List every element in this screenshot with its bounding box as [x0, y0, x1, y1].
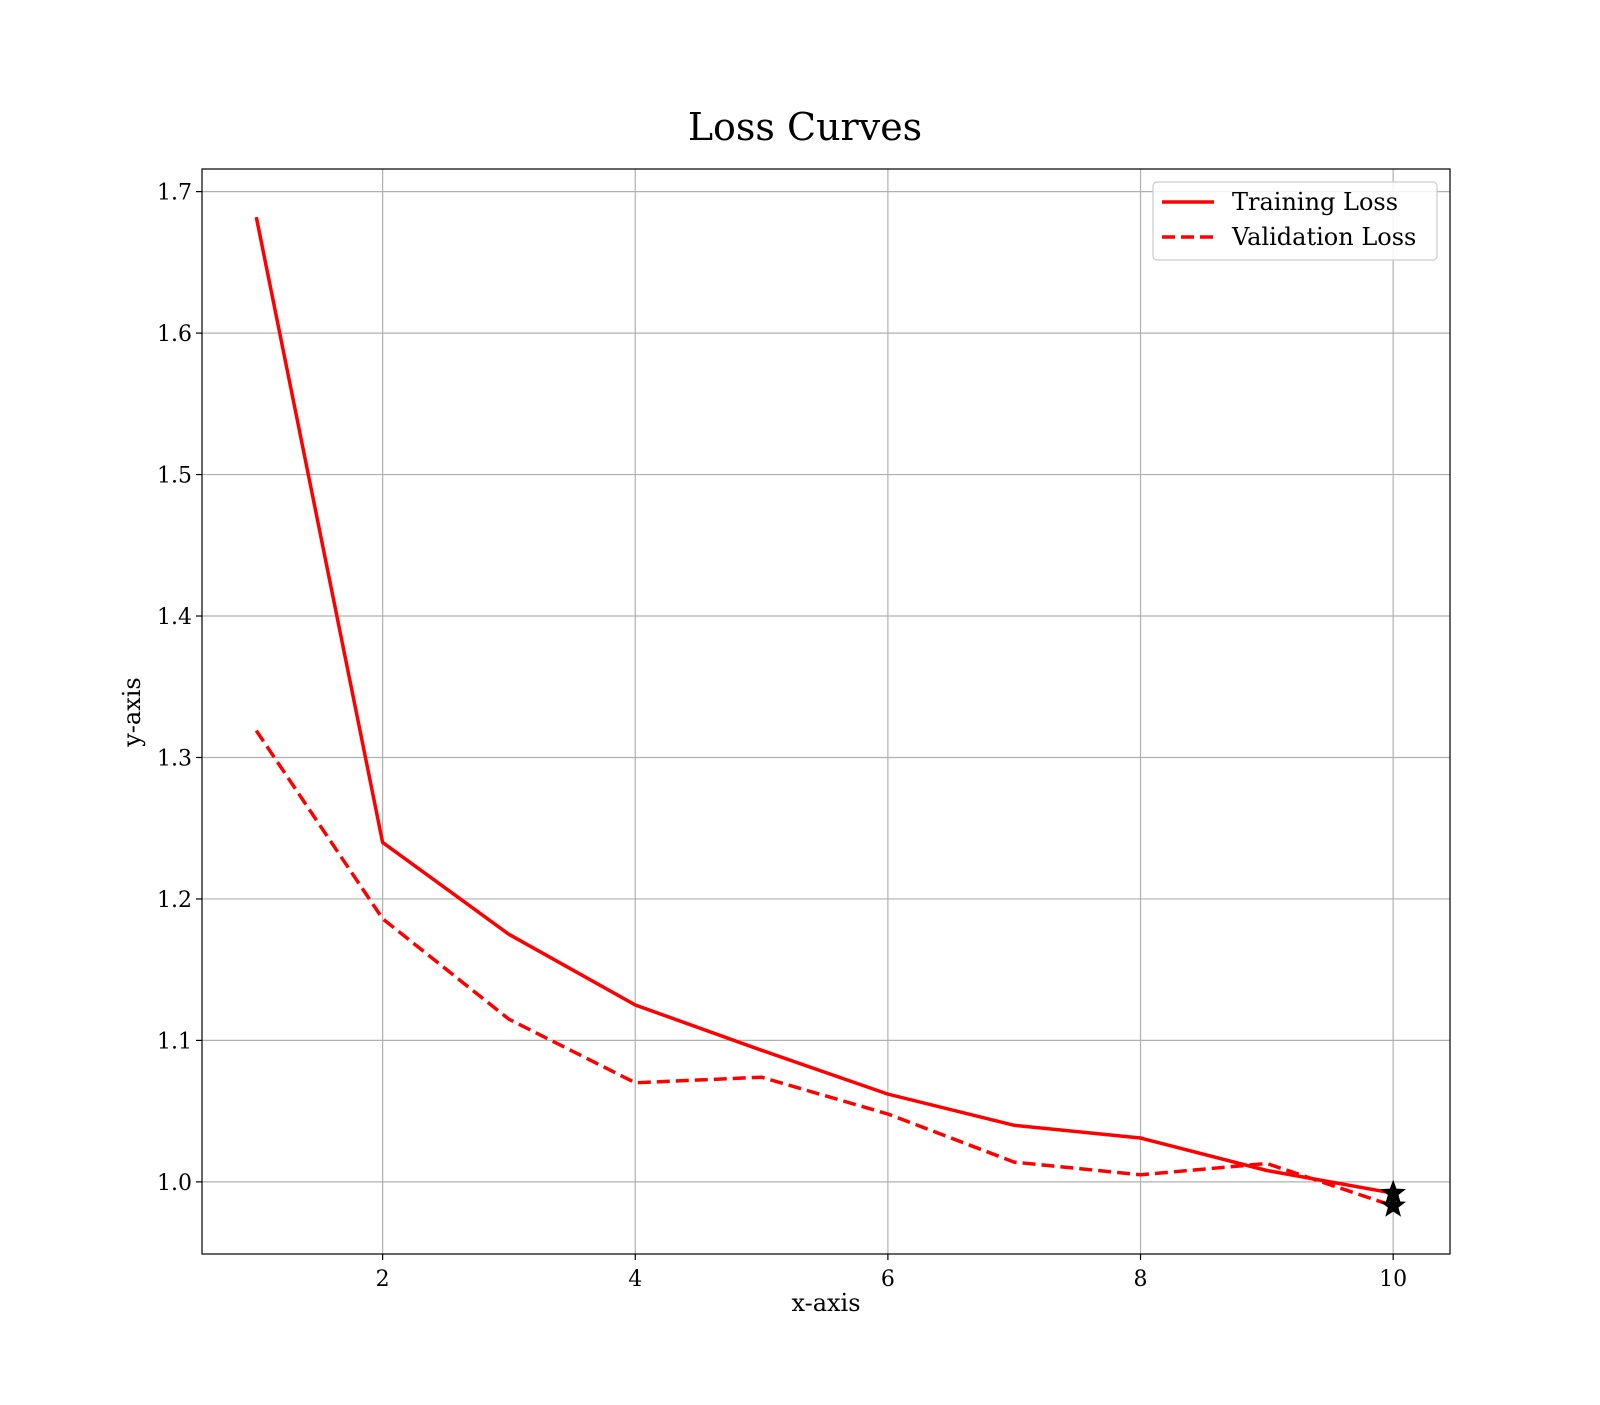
grid: [202, 169, 1450, 1254]
y-tick-label: 1.3: [157, 746, 192, 771]
marker-group: [1380, 1179, 1406, 1217]
y-tick-label: 1.7: [157, 181, 192, 206]
y-tick-label: 1.0: [157, 1171, 192, 1196]
x-tick-label: 8: [1134, 1267, 1148, 1292]
legend-box: [1152, 181, 1438, 261]
y-tick-label: 1.1: [157, 1029, 192, 1054]
star-marker: [1380, 1192, 1406, 1217]
x-axis-label: x-axis: [791, 1289, 860, 1317]
y-tick-label: 1.6: [157, 322, 192, 347]
x-tick-label: 4: [628, 1267, 642, 1292]
y-tick-label: 1.5: [157, 464, 192, 489]
plot-frame: [201, 168, 1451, 1255]
legend: Training Loss Validation Loss: [1152, 181, 1438, 261]
legend-label-validation: Validation Loss: [1231, 223, 1416, 251]
y-tick-label: 1.2: [157, 888, 192, 913]
y-axis-label: y-axis: [118, 677, 146, 748]
x-tick-label: 2: [376, 1267, 390, 1292]
validation-loss-line: [254, 729, 1394, 1208]
series-group: [254, 216, 1394, 1208]
x-tick-label: 10: [1379, 1267, 1407, 1292]
legend-label-training: Training Loss: [1232, 188, 1398, 216]
chart-title: Loss Curves: [688, 105, 922, 149]
y-tick-label: 1.4: [157, 605, 192, 630]
x-tick-label: 6: [881, 1267, 895, 1292]
axis-ticks: 2 4 6 8 10 1.0 1.1 1.2 1.3 1.4 1.5 1.6 1.7: [157, 181, 1407, 1292]
training-loss-line: [254, 216, 1394, 1195]
